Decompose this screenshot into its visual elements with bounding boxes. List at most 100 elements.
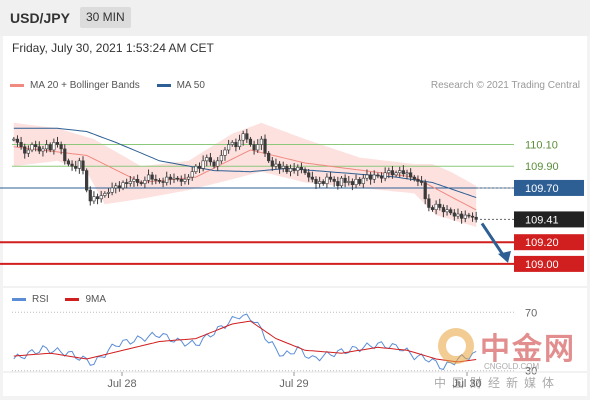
candle-body [277,163,282,169]
x-tick-label-Jul-29: Jul 29 [279,378,308,390]
level-label-109.70: 109.70 [525,183,559,195]
candle-body [387,170,391,174]
candle-body [336,181,340,187]
candle-body [95,196,100,200]
legend-rsi: RSI [12,294,49,305]
candle-body [299,167,304,170]
candle-body [85,170,89,191]
candle-body [288,168,293,172]
rsi-legend: RSI 9MA [12,294,120,305]
candle-body [383,172,387,179]
legend-swatch [65,297,80,301]
candle-body [325,176,329,184]
candle-body [212,161,216,167]
ma20-line [13,146,477,211]
candle-body [30,144,34,151]
watermark-url: CNGOLD.COM [484,362,540,371]
candle-body [372,174,376,180]
candle-body [128,181,132,184]
candle-body [176,177,180,180]
candle-body [423,182,427,200]
bollinger-band-area [13,122,477,227]
level-label-109.00: 109.00 [525,259,559,271]
candle-body [154,178,158,181]
candle-body [227,144,231,151]
candle-body [470,215,475,218]
candle-body [390,170,395,176]
candle-body [201,160,205,169]
candle-body [379,175,384,179]
candle-body [303,169,307,174]
level-label-109.41: 109.41 [525,214,559,226]
legend-ma20-bollinger: MA 20 + Bollinger Bands [10,80,140,91]
candle-body [361,177,365,184]
rsi-level-label-70: 70 [525,307,537,319]
candle-body [81,160,85,171]
chart-card [3,36,587,396]
candle-body [419,181,424,183]
candle-body [103,193,107,196]
candle-body [216,160,220,167]
candle-body [74,165,78,169]
candle-body [409,172,413,178]
candle-body [165,176,169,183]
candle-body [314,178,318,184]
timeframe-badge[interactable]: 30 MIN [80,7,131,28]
x-tick-label-Jul-30: Jul 30 [452,378,481,390]
candle-body [467,214,471,217]
legend-swatch [12,297,26,301]
candle-body [321,181,325,184]
candle-body [350,181,354,185]
candle-body [52,142,56,151]
candle-body [270,160,274,167]
candle-body [88,189,92,202]
candle-body [26,149,30,154]
candle-body [197,165,202,169]
candle-body [143,180,147,184]
candle-body [230,142,234,145]
candle-body [412,176,416,180]
candle-body [146,174,151,181]
candle-body [92,196,96,202]
candle-body [186,176,191,180]
candle-body [328,176,333,180]
candle-body [441,207,446,213]
level-label-109.20: 109.20 [525,237,559,249]
candle-body [427,198,431,208]
candle-body [358,178,362,184]
candle-body [281,165,285,169]
candle-body [434,203,438,210]
candle-body [376,174,380,177]
legend-label: RSI [32,294,49,305]
candle-body [55,142,60,145]
legend-label: 9MA [85,294,107,305]
candle-body [66,160,71,165]
candle-body [179,178,183,182]
candle-body [106,191,111,194]
candle-body [292,168,296,171]
candle-body [296,167,300,171]
candle-body [132,178,136,182]
candle-body [307,172,311,178]
candle-body [19,142,23,148]
candle-body [161,181,165,183]
candle-body [318,181,322,184]
candle-body [121,182,125,189]
candle-body [23,146,27,154]
candle-body [41,148,45,152]
candle-body [37,146,41,152]
candle-body [172,177,176,180]
candle-body [245,133,249,140]
currency-pair-title: USD/JPY [10,10,70,26]
level-label-109.90: 109.90 [525,161,559,173]
credit-text: Research © 2021 Trading Central [430,80,580,91]
watermark-logo: 中金网 CNGOLD.COM 中国财经新媒体 [432,322,582,392]
level-label-box [514,255,584,272]
legend-rsi-9ma: 9MA [65,294,106,305]
candle-body [445,209,449,213]
legend-swatch [156,83,171,87]
candle-body [332,178,336,182]
candle-body [248,138,253,145]
candle-body [77,160,81,169]
